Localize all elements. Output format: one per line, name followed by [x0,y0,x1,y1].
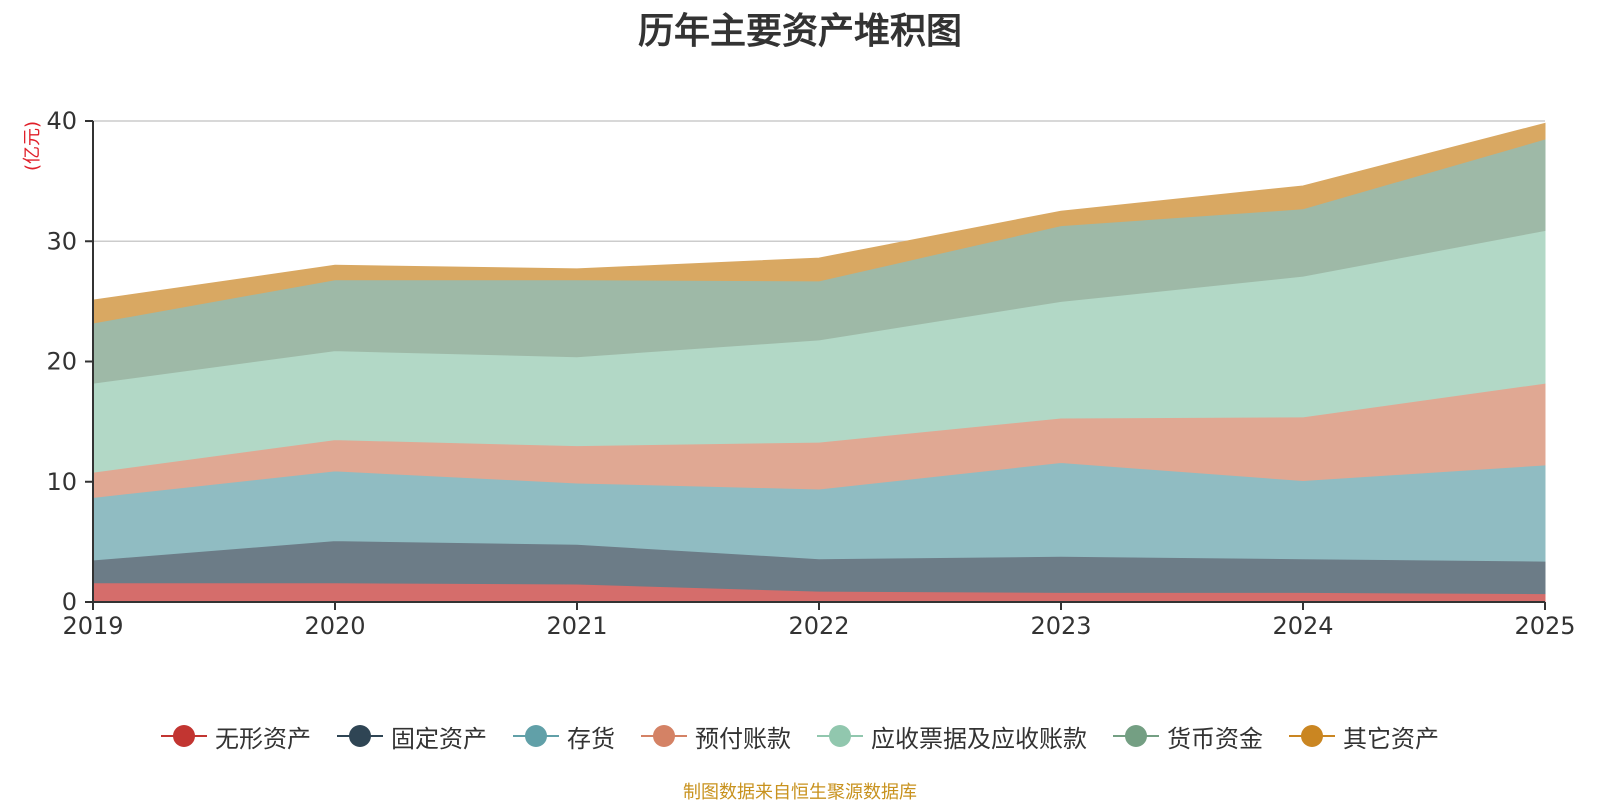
y-tick-label: 20 [46,348,77,376]
chart-title: 历年主要资产堆积图 [637,11,962,52]
x-tick-label: 2020 [304,612,365,640]
legend-marker [1113,724,1159,748]
legend-label: 无形资产 [215,724,311,753]
y-tick-label: 10 [46,468,77,496]
x-tick-label: 2021 [546,612,607,640]
legend-item-4[interactable]: 预付账款 [641,719,791,754]
area-series-7 [92,122,1546,324]
legend-item-6[interactable]: 货币资金 [1113,719,1263,754]
legend-item-7[interactable]: 其它资产 [1289,719,1439,754]
y-tick-label: 30 [46,227,77,255]
legend-item-1[interactable]: 无形资产 [161,719,311,754]
x-tick-label: 2022 [788,612,849,640]
y-tick-label: 0 [62,588,77,616]
x-tick-label: 2023 [1030,612,1091,640]
x-tick-label: 2019 [62,612,123,640]
y-tick-label: 40 [46,107,77,135]
legend-label: 预付账款 [695,724,791,753]
legend-marker [641,724,687,748]
area-series [92,122,1546,603]
legend-item-3[interactable]: 存货 [513,719,615,754]
y-unit-label: (亿元) [22,121,43,171]
x-tick-label: 2025 [1514,612,1575,640]
source-note: 制图数据来自恒生聚源数据库 [683,782,917,803]
legend-marker [513,724,559,748]
legend-marker [337,724,383,748]
legend-marker [1289,724,1335,748]
legend-marker [161,724,207,748]
legend: 无形资产 固定资产 存货 预付账款 应收票据及应收账款 货币资金 其它资产 [0,718,1600,754]
legend-label: 货币资金 [1167,724,1263,753]
legend-item-5[interactable]: 应收票据及应收账款 [817,719,1087,754]
x-tick-label: 2024 [1272,612,1333,640]
axes: 0 10 20 30 40 2019 2020 2021 2022 2023 2024 2025 [46,107,1575,640]
legend-marker [817,724,863,748]
legend-label: 其它资产 [1343,724,1439,753]
legend-label: 存货 [567,724,615,753]
legend-item-2[interactable]: 固定资产 [337,719,487,754]
legend-label: 固定资产 [391,724,487,753]
legend-label: 应收票据及应收账款 [871,724,1087,753]
